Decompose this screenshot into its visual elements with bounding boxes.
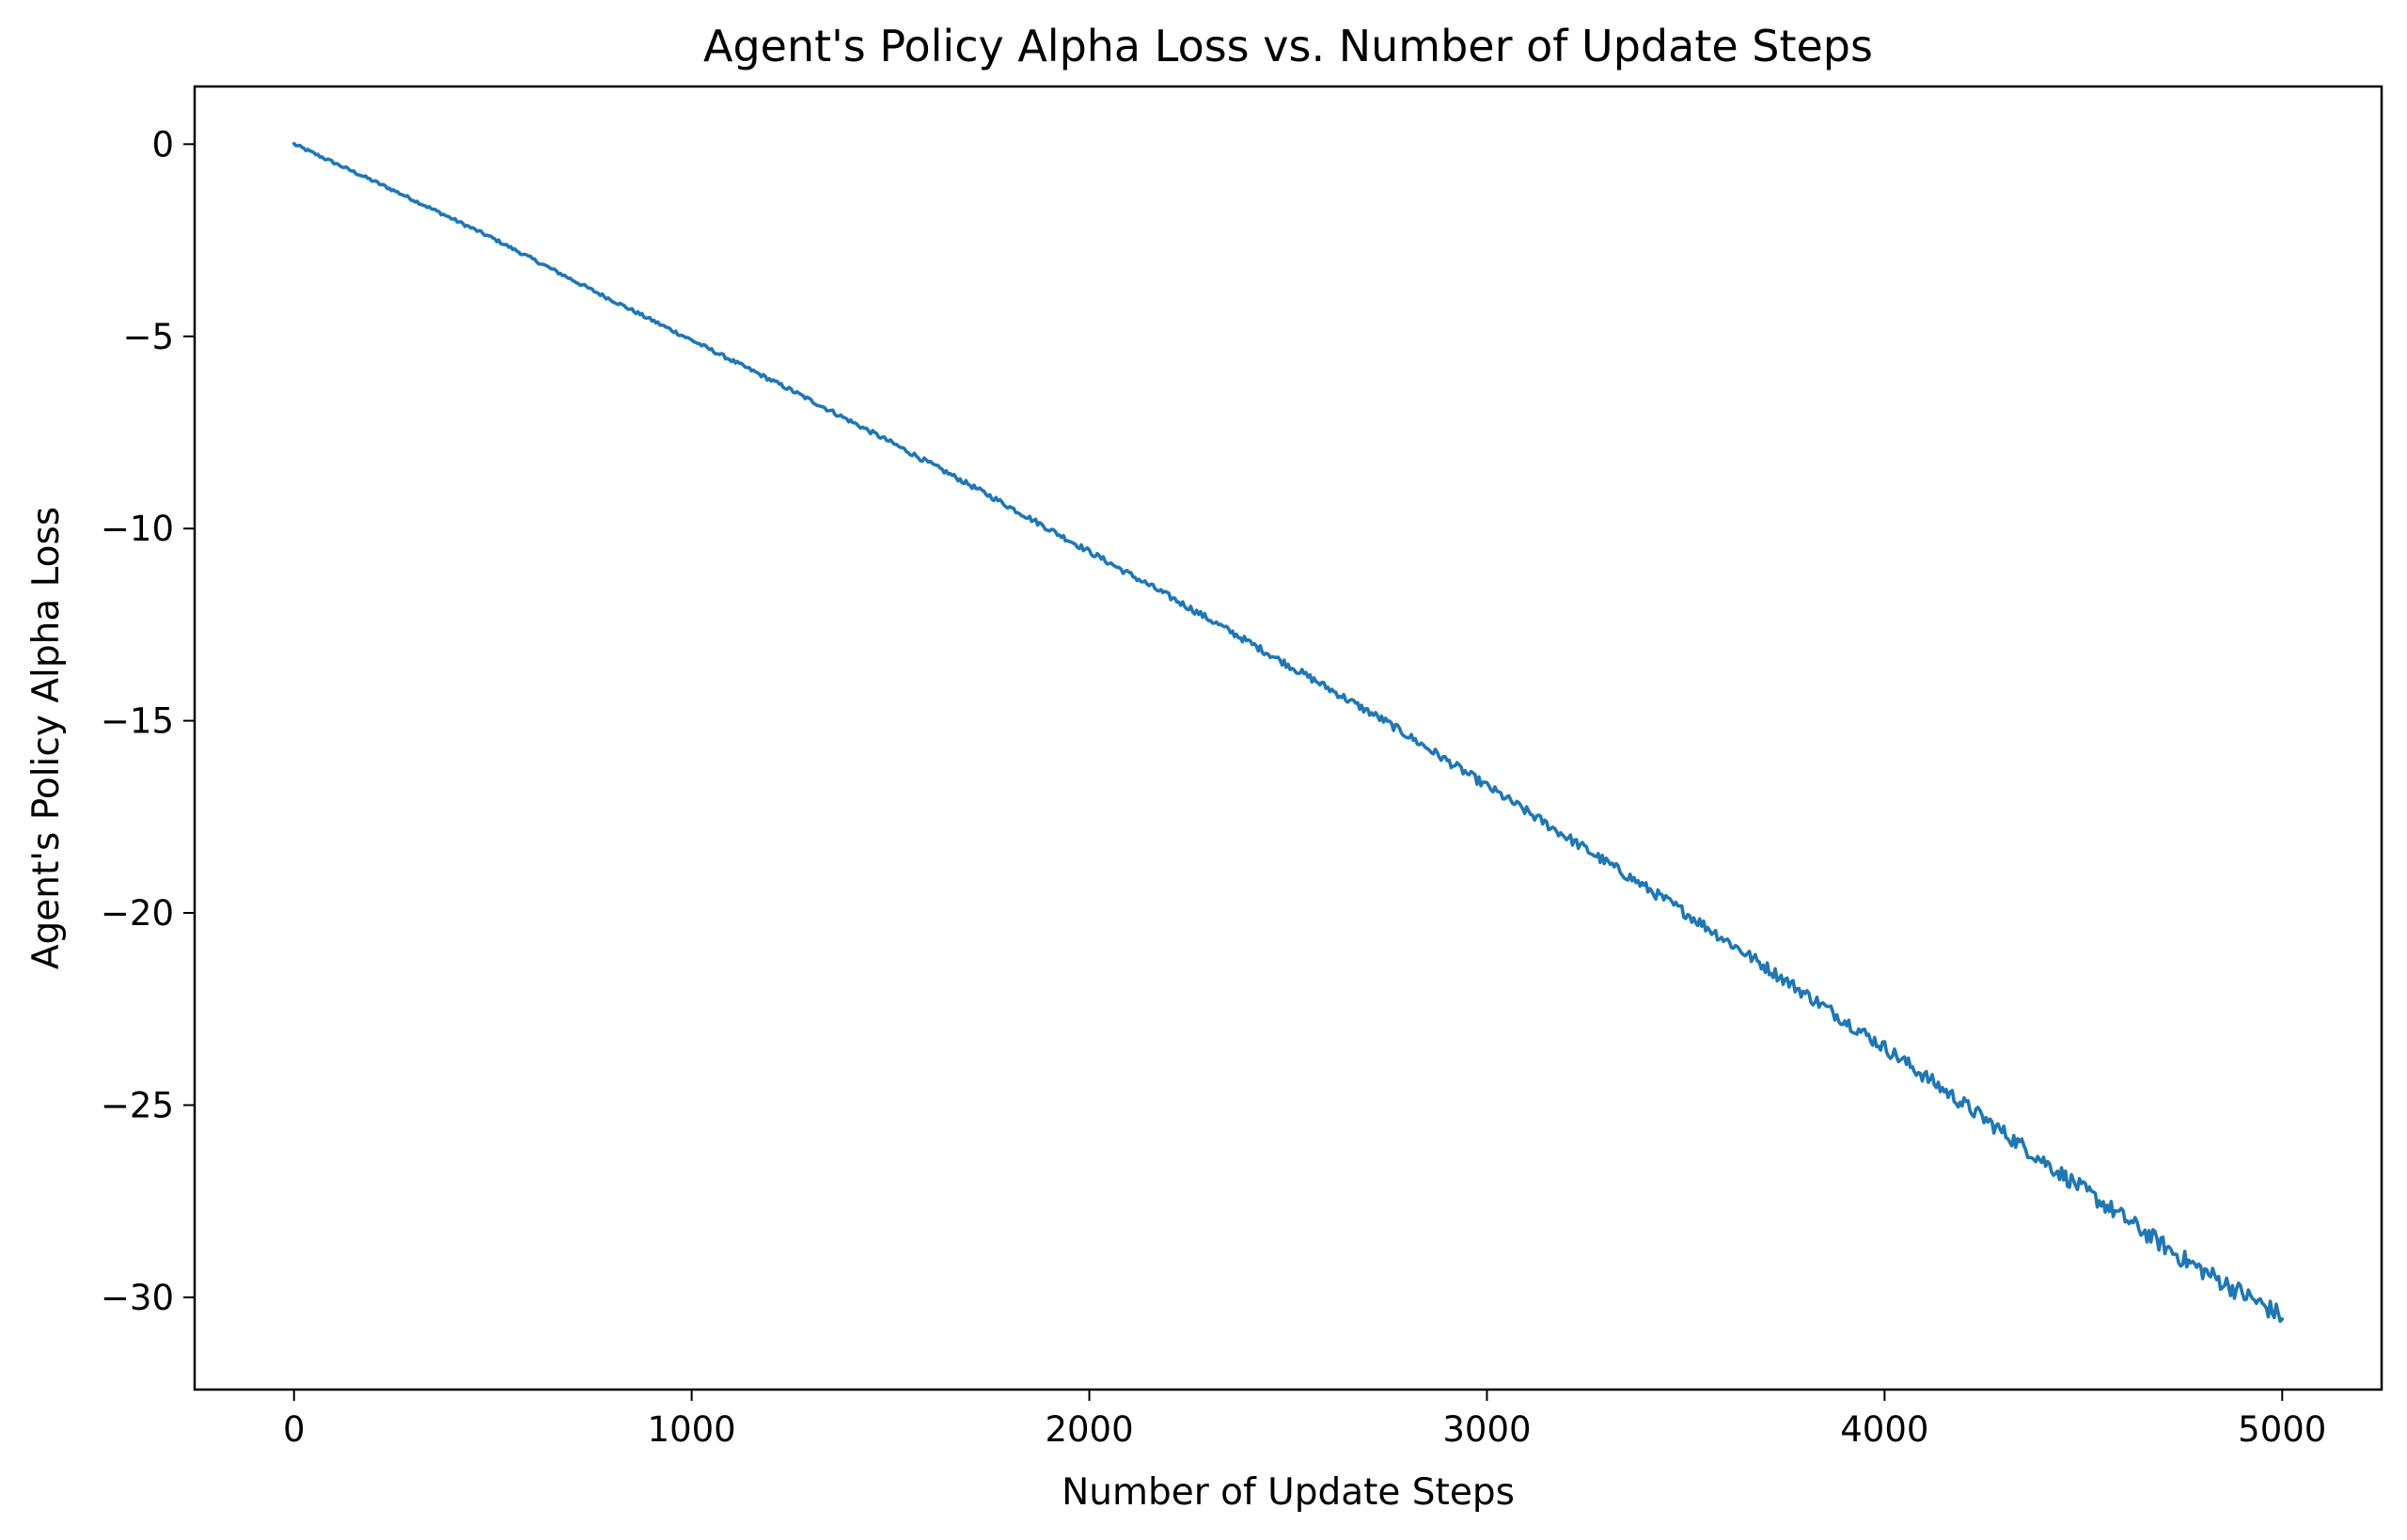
plot-area xyxy=(193,85,2383,1391)
x-tick-label: 5000 xyxy=(2238,1409,2326,1450)
x-tick-label: 4000 xyxy=(1840,1409,1928,1450)
y-tick-label: −5 xyxy=(122,317,174,357)
x-tick-label: 2000 xyxy=(1045,1409,1133,1450)
y-axis-label: Agent's Policy Alpha Loss xyxy=(25,507,68,969)
x-tick-label: 3000 xyxy=(1442,1409,1531,1450)
x-tick-label: 0 xyxy=(283,1409,306,1450)
x-tick-label: 1000 xyxy=(648,1409,736,1450)
x-axis-label: Number of Update Steps xyxy=(1062,1471,1515,1514)
y-tick-label: −15 xyxy=(101,701,174,742)
y-tick-label: 0 xyxy=(151,124,174,165)
series-layer xyxy=(291,142,2285,1324)
y-axis: 0 −5 −10 −15 −20 −25 −30 xyxy=(101,124,195,1318)
plot-frame xyxy=(193,85,2383,1391)
y-tick-label: −10 xyxy=(101,509,174,549)
y-tick-label: −30 xyxy=(101,1278,174,1318)
y-tick-label: −25 xyxy=(101,1085,174,1125)
y-tick-label: −20 xyxy=(101,893,174,934)
chart-title: Agent's Policy Alpha Loss vs. Number of … xyxy=(703,21,1873,71)
series-line xyxy=(291,142,2285,1324)
x-axis: 0 1000 2000 3000 4000 5000 xyxy=(283,1390,2326,1450)
